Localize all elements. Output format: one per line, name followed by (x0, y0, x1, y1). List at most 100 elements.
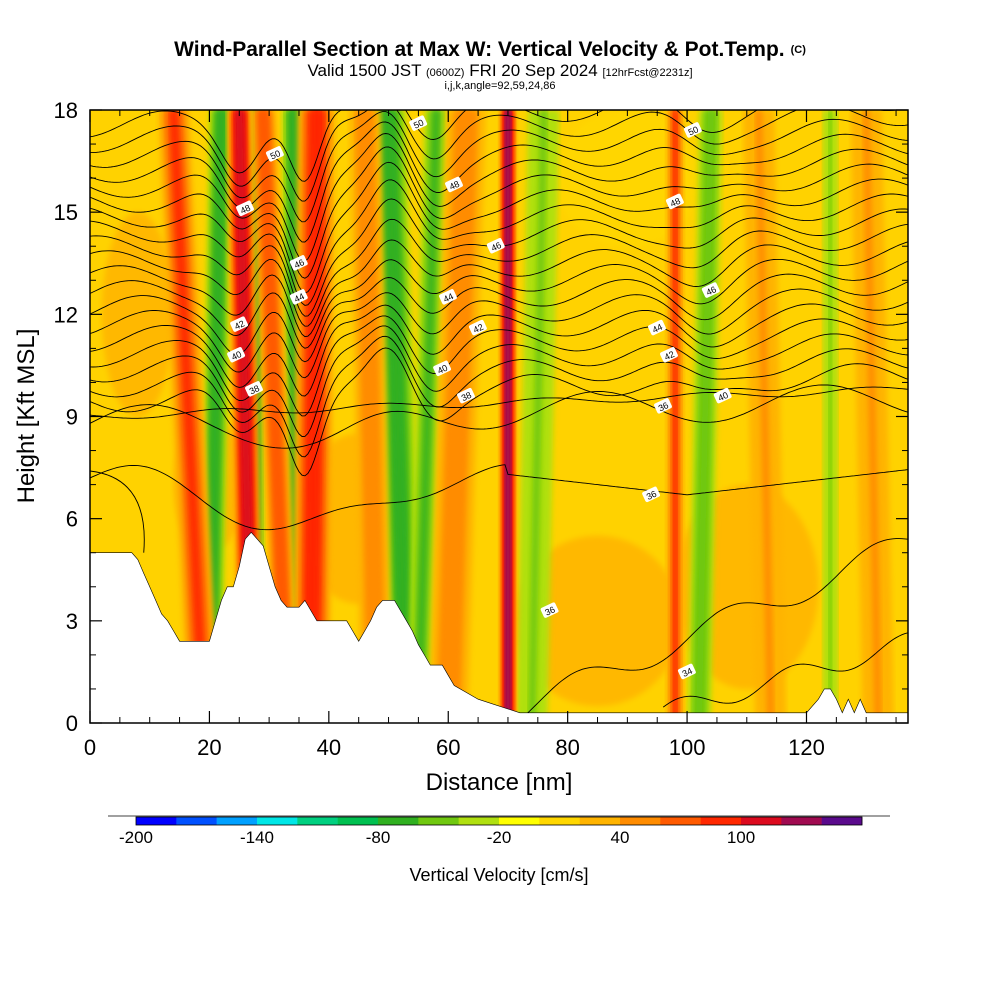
axis-ticks (89, 109, 908, 724)
contour-label-3: 44 (289, 289, 308, 305)
colorbar-swatch-13 (660, 817, 701, 825)
colorbar-tick-label-0: -200 (119, 828, 153, 847)
colorbar-swatch-11 (579, 817, 621, 825)
theta-contour-upper-19 (90, 110, 899, 182)
contour-label-text-9: 46 (490, 240, 503, 253)
theta-contours (90, 110, 908, 721)
contour-label-text-4: 42 (233, 318, 246, 331)
colorbar-tick-label-3: -20 (487, 828, 512, 847)
contour-label-20: 36 (654, 398, 672, 414)
contour-label-12: 40 (433, 360, 452, 377)
contour-label-text-20: 36 (657, 400, 670, 413)
colorbar-swatch-2 (216, 817, 258, 825)
theta-contour-upper-6 (90, 288, 908, 379)
updraft-band-9-level-1 (862, 110, 882, 723)
contour-label-22: 36 (540, 602, 559, 618)
contour-label-text-11: 42 (472, 322, 485, 335)
colorbar-swatch-12 (620, 817, 661, 825)
contour-label-18: 42 (660, 347, 678, 363)
theta-contour-upper-14 (90, 146, 908, 279)
updraft-band-2-level-3 (260, 110, 290, 723)
contour-label-text-21: 36 (645, 489, 658, 502)
colorbar-swatch-5 (337, 817, 379, 825)
colorbar-swatch-16 (781, 817, 822, 825)
contour-label-bg-19 (713, 387, 732, 404)
contour-label-text-16: 46 (705, 284, 718, 297)
colorbar-tick-labels: -200 -140 -80 -20 40 100 (119, 828, 755, 847)
contour-label-bg-10 (439, 289, 457, 305)
colorbar-tick-label-1: -140 (240, 828, 274, 847)
theta-contour-upper-5 (90, 303, 908, 397)
colorbar-swatch-9 (499, 817, 540, 825)
contour-label-7: 50 (409, 115, 428, 131)
contour-label-text-8: 48 (448, 179, 461, 192)
x-tick-label-5: 100 (669, 735, 706, 760)
colorbar (108, 815, 890, 826)
contour-label-2: 46 (289, 255, 308, 271)
chart-subtitle: Valid 1500 JST (0600Z) FRI 20 Sep 2024 [… (307, 61, 692, 80)
updraft-band-0-level-3 (170, 110, 207, 723)
contour-label-bg-22 (540, 602, 559, 618)
theta-contour-upper-4 (90, 315, 908, 417)
y-tick-label-6: 18 (54, 98, 78, 123)
contour-label-6: 38 (245, 381, 263, 397)
field-patch-0 (101, 212, 174, 417)
contour-label-11: 42 (468, 319, 487, 336)
colorbar-swatch-6 (378, 817, 419, 825)
x-tick-label-6: 120 (788, 735, 825, 760)
colorbar-swatch-8 (458, 817, 500, 825)
downdraft-band-3-level-3 (384, 110, 411, 723)
contour-label-bg-23 (677, 663, 696, 680)
theta-contour-upper-17 (90, 111, 908, 223)
contour-label-text-12: 40 (436, 363, 449, 376)
theta-contour-upper-7 (90, 273, 908, 363)
contour-label-text-1: 48 (239, 203, 252, 216)
theta-contour-upper-13 (90, 161, 908, 294)
contour-label-15: 48 (665, 193, 684, 210)
contour-label-17: 44 (648, 319, 666, 336)
contour-label-bg-12 (433, 360, 452, 377)
theta-contour-upper-15 (90, 133, 908, 262)
contour-label-text-22: 36 (543, 604, 556, 617)
contour-label-23: 34 (677, 663, 696, 680)
x-tick-label-1: 20 (197, 735, 221, 760)
colorbar-swatch-17 (821, 817, 863, 825)
x-tick-label-2: 40 (317, 735, 341, 760)
field-patch-5 (555, 110, 700, 247)
contour-label-13: 38 (457, 387, 475, 404)
contour-label-text-15: 48 (669, 196, 682, 209)
contour-label-1: 48 (236, 200, 254, 217)
downdraft-band-7-level-1 (828, 110, 833, 723)
colorbar-tick-label-4: 40 (611, 828, 630, 847)
contour-label-text-17: 44 (651, 322, 664, 335)
updraft-band-3-level-4 (306, 110, 322, 723)
contour-label-bg-5 (227, 347, 246, 363)
contour-label-text-10: 44 (442, 291, 455, 304)
contour-label-4: 42 (230, 316, 249, 332)
contour-label-bg-21 (642, 486, 661, 503)
contour-label-text-19: 40 (716, 390, 729, 403)
contour-label-bg-15 (665, 193, 684, 210)
contour-label-text-7: 50 (412, 117, 425, 130)
contour-label-text-14: 50 (687, 124, 700, 137)
theta-contour-upper-16 (90, 121, 908, 243)
theta-contour-upper-0 (90, 386, 908, 419)
theta-contour-lower-1 (90, 464, 908, 531)
y-tick-label-2: 6 (66, 507, 78, 532)
colorbar-swatch-3 (257, 817, 298, 825)
contour-label-14: 50 (683, 122, 702, 138)
terrain-mask (90, 531, 908, 723)
contour-label-8: 48 (445, 176, 463, 193)
contour-label-text-0: 50 (269, 148, 282, 161)
contour-label-bg-7 (409, 115, 428, 131)
x-tick-label-0: 0 (84, 735, 96, 760)
contour-label-text-23: 34 (681, 666, 694, 679)
chart-info-line: i,j,k,angle=92,59,24,86 (444, 80, 555, 92)
contour-label-bg-13 (457, 387, 475, 404)
contour-label-bg-6 (245, 381, 263, 397)
x-tick-label-4: 80 (555, 735, 579, 760)
contour-label-text-6: 38 (248, 383, 261, 396)
contour-label-19: 40 (713, 387, 732, 404)
chart-title: Wind-Parallel Section at Max W: Vertical… (174, 38, 806, 61)
